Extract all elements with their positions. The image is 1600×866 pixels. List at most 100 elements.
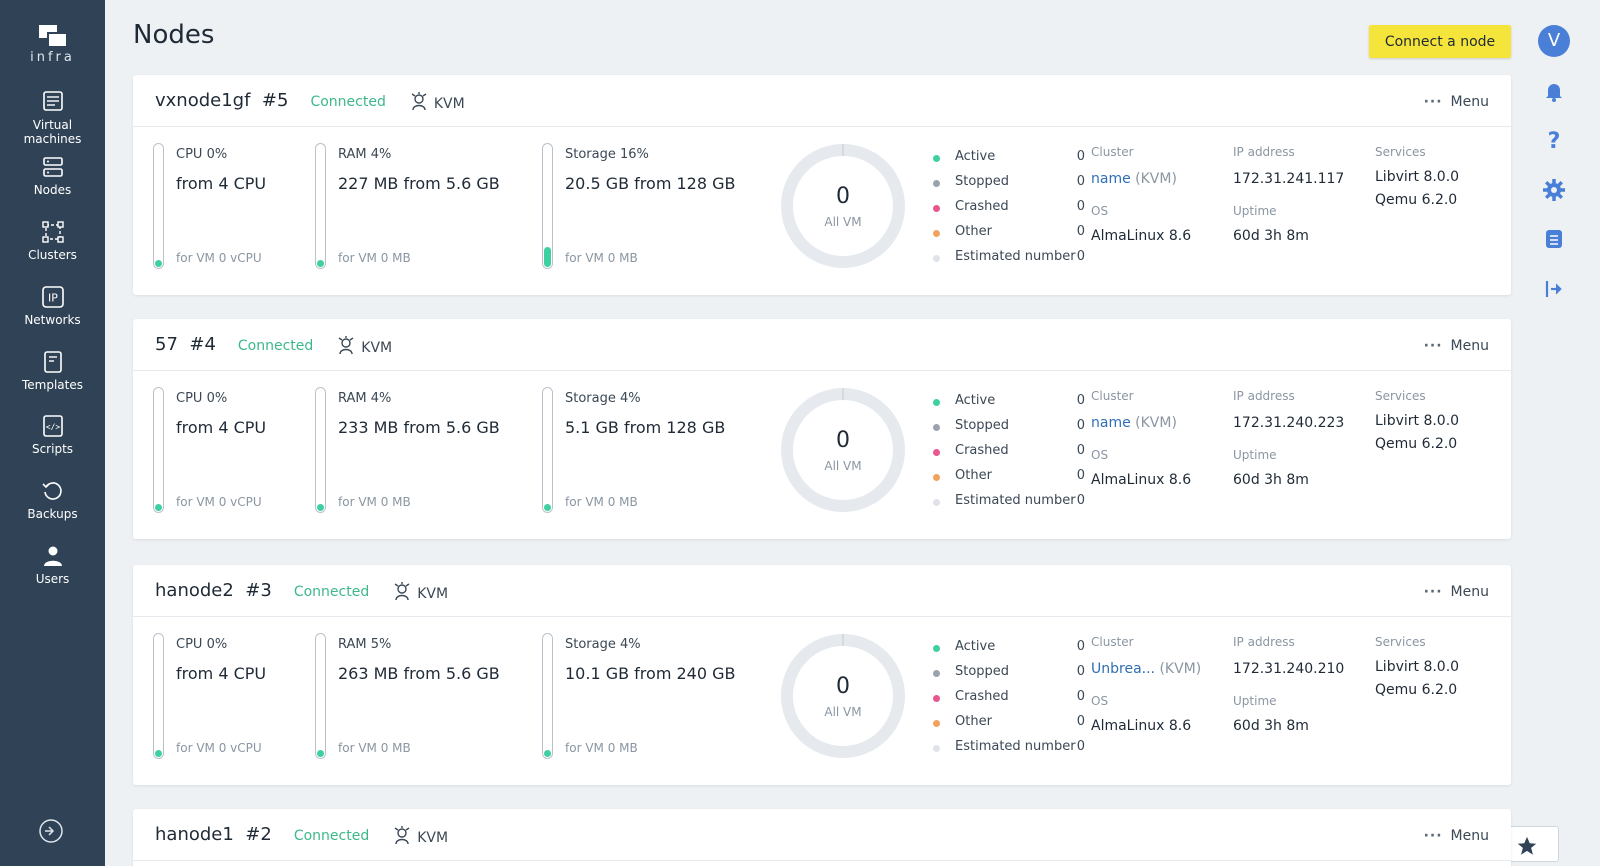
storage-vm: for VM 0 MB <box>565 741 638 755</box>
ip-label: IP address <box>1233 635 1295 649</box>
os-value: AlmaLinux 8.6 <box>1091 472 1192 488</box>
sidebar-item-backups[interactable]: Backups <box>0 479 105 521</box>
cpu-title: CPU 0% <box>176 637 228 652</box>
ip-label: IP address <box>1233 389 1295 403</box>
os-label: OS <box>1091 204 1109 218</box>
cpu-usage-bar <box>153 387 164 513</box>
active-dot <box>933 399 940 406</box>
os-label: OS <box>1091 448 1109 462</box>
networks-icon: IP <box>41 286 64 308</box>
legend-other: Other 0 <box>933 468 1103 493</box>
sidebar-item-scripts[interactable]: </> Scripts <box>0 414 105 456</box>
cpu-total: from 4 CPU <box>176 418 267 437</box>
storage-vm: for VM 0 MB <box>565 251 638 265</box>
crashed-dot <box>933 205 940 212</box>
svg-text:IP: IP <box>48 292 58 305</box>
estimated-dot <box>933 745 940 752</box>
node-status: Connected <box>310 94 386 110</box>
sidebar-item-networks[interactable]: IP Networks <box>0 285 105 327</box>
docs-icon[interactable] <box>1542 227 1566 251</box>
sidebar-label: Templates <box>21 378 83 392</box>
node-menu-button[interactable]: ··· Menu <box>1423 828 1489 844</box>
qemu-version: Qemu 6.2.0 <box>1375 436 1458 452</box>
kvm-icon <box>338 336 354 355</box>
node-name[interactable]: 57 #4 <box>155 334 216 355</box>
active-dot <box>933 645 940 652</box>
app-logo[interactable]: infra <box>0 24 105 65</box>
cluster-link[interactable]: Unbrea... <box>1091 661 1155 677</box>
vm-total-label: All VM <box>824 215 862 229</box>
svg-text:</>: </> <box>45 423 60 432</box>
services-label: Services <box>1375 635 1426 649</box>
ram-vm: for VM 0 MB <box>338 741 411 755</box>
vm-state-legend: Active 0 Stopped 0 Crashed 0 Other 0 Estimat… <box>933 393 1103 518</box>
cpu-usage-bar <box>153 633 164 759</box>
node-menu-button[interactable]: ··· Menu <box>1423 94 1489 110</box>
node-status: Connected <box>293 828 370 844</box>
node-menu-button[interactable]: ··· Menu <box>1423 584 1489 600</box>
kvm-icon <box>394 826 410 845</box>
node-menu-button[interactable]: ··· Menu <box>1423 338 1489 354</box>
logo-text: infra <box>30 50 75 65</box>
node-name[interactable]: hanode2 #3 <box>155 580 272 601</box>
sidebar-label: machines <box>23 132 82 146</box>
vm-state-legend: Active 0 Stopped 0 Crashed 0 Other 0 Estimat… <box>933 639 1103 764</box>
bell-icon[interactable] <box>1542 79 1566 103</box>
other-dot <box>933 474 940 481</box>
libvirt-version: Libvirt 8.0.0 <box>1375 169 1460 185</box>
connect-node-button[interactable]: Connect a node <box>1369 25 1511 58</box>
cluster-value: name (KVM) <box>1091 415 1177 431</box>
node-status: Connected <box>237 338 314 354</box>
nodes-icon <box>42 157 63 177</box>
sidebar-item-clusters[interactable]: Clusters <box>0 220 105 262</box>
services-label: Services <box>1375 145 1426 159</box>
ip-label: IP address <box>1233 145 1295 159</box>
node-name[interactable]: hanode1 #2 <box>155 824 272 845</box>
collapse-sidebar-icon[interactable] <box>38 818 64 844</box>
cluster-link[interactable]: name <box>1091 415 1131 431</box>
storage-vm: for VM 0 MB <box>565 495 638 509</box>
ram-total: 263 MB from 5.6 GB <box>338 664 500 683</box>
qemu-version: Qemu 6.2.0 <box>1375 192 1458 208</box>
legend-active: Active 0 <box>933 149 1103 174</box>
node-name[interactable]: vxnode1gf #5 <box>155 90 289 111</box>
os-label: OS <box>1091 694 1109 708</box>
vm-total: 0 <box>836 674 850 699</box>
storage-usage-bar <box>542 387 553 513</box>
sidebar-item-users[interactable]: Users <box>0 544 105 586</box>
help-icon[interactable]: ? <box>1542 128 1566 152</box>
storage-total: 20.5 GB from 128 GB <box>565 174 736 193</box>
more-icon: ··· <box>1423 94 1443 110</box>
storage-title: Storage 4% <box>565 637 641 652</box>
storage-usage-bar <box>542 633 553 759</box>
storage-title: Storage 16% <box>565 147 649 162</box>
vm-donut-chart <box>781 388 905 512</box>
legend-other: Other 0 <box>933 224 1103 249</box>
sidebar-item-nodes[interactable]: Nodes <box>0 155 105 197</box>
legend-stopped: Stopped 0 <box>933 418 1103 443</box>
node-card-header: hanode2 #3 Connected KVM ··· Menu <box>133 565 1511 617</box>
stopped-dot <box>933 424 940 431</box>
cpu-total: from 4 CPU <box>176 664 267 683</box>
templates-icon <box>43 351 62 373</box>
cluster-label: Cluster <box>1091 145 1134 159</box>
more-icon: ··· <box>1423 338 1443 354</box>
vm-donut-chart <box>781 144 905 268</box>
scripts-icon: </> <box>42 415 63 437</box>
sidebar-item-templates[interactable]: Templates <box>0 350 105 392</box>
legend-crashed: Crashed 0 <box>933 443 1103 468</box>
cpu-title: CPU 0% <box>176 147 228 162</box>
legend-stopped: Stopped 0 <box>933 664 1103 689</box>
vm-total: 0 <box>836 428 850 453</box>
logo-icon <box>38 25 68 48</box>
cluster-link[interactable]: name <box>1091 171 1131 187</box>
avatar[interactable]: V <box>1538 25 1570 57</box>
gear-icon[interactable] <box>1542 178 1566 202</box>
sidebar-item-virtual-machines[interactable]: Virtual machines <box>0 90 105 146</box>
node-card-body: CPU 0% from 4 CPU for VM 0 vCPU RAM 4% 2… <box>133 371 1511 539</box>
node-type: KVM <box>410 92 465 112</box>
logout-icon[interactable] <box>1542 277 1566 301</box>
cpu-total: from 4 CPU <box>176 174 267 193</box>
node-type: KVM <box>393 582 448 602</box>
ram-title: RAM 4% <box>338 147 392 162</box>
